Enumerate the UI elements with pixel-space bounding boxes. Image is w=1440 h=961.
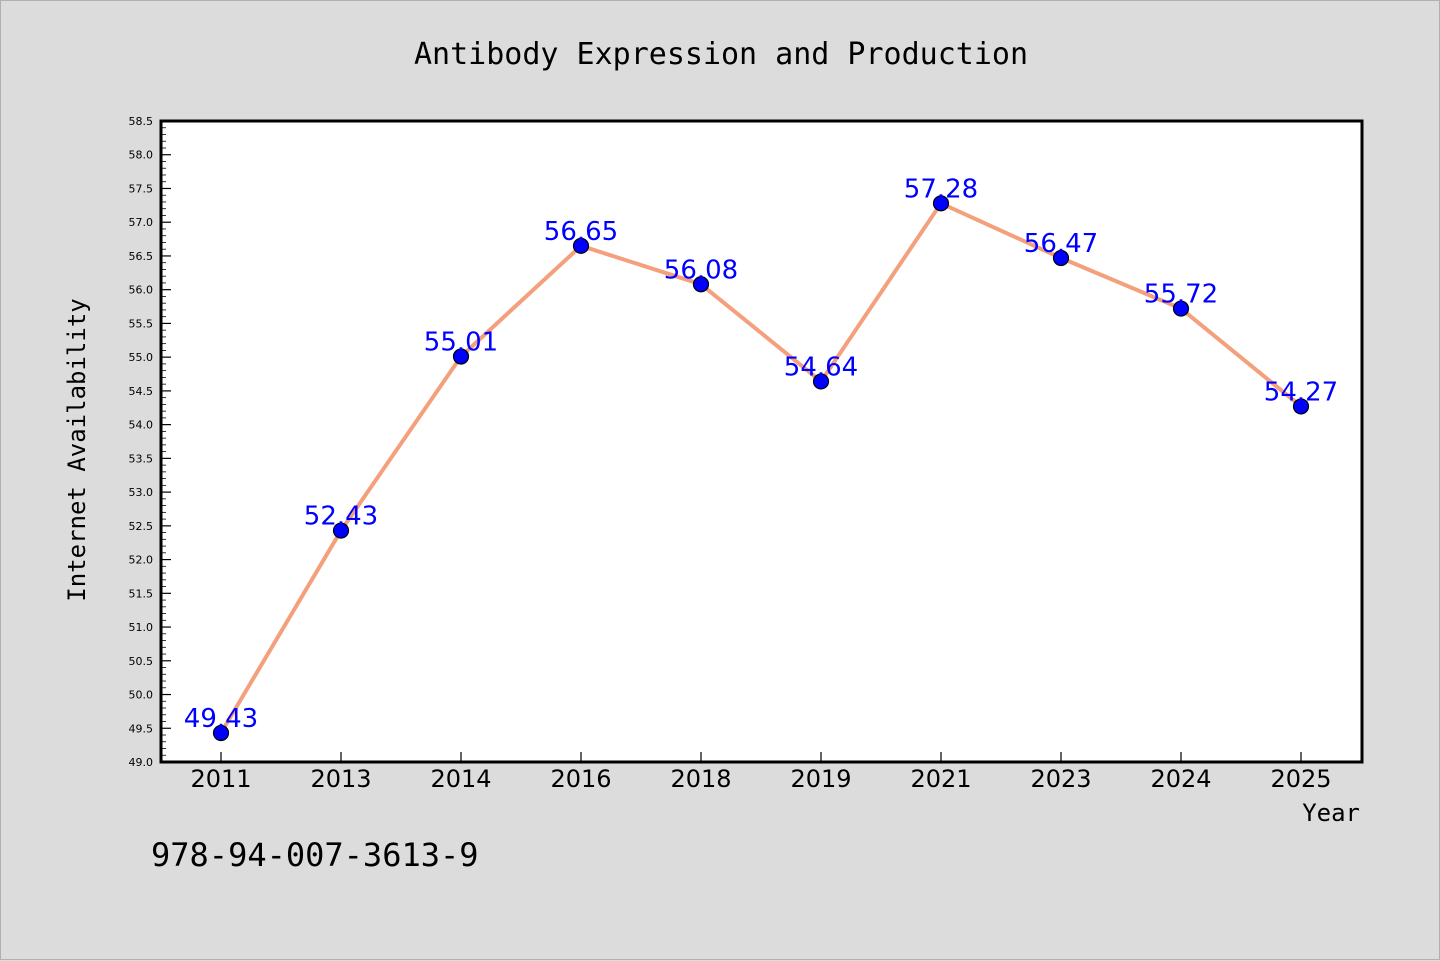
data-label: 55.72 <box>1144 280 1218 310</box>
y-tick-label: 50.5 <box>129 655 154 668</box>
y-tick-label: 58.0 <box>129 149 154 162</box>
x-tick-label: 2019 <box>790 765 851 793</box>
y-tick-label: 52.0 <box>129 554 154 567</box>
x-axis-ticks: 2011 2013 2014 2016 2018 2019 2021 2023 2024 2025 <box>190 752 1332 793</box>
y-tick-label: 52.5 <box>129 520 154 533</box>
y-axis-ticks: 49.0 49.5 50.0 50.5 51.0 51.5 52.0 52.5 53.0 53.5… <box>129 115 171 769</box>
y-tick-label: 51.0 <box>129 621 154 634</box>
data-label: 57.28 <box>904 174 978 204</box>
data-point <box>332 522 350 539</box>
series-line <box>219 201 1303 735</box>
data-label: 49.43 <box>184 704 258 734</box>
y-tick-label: 54.5 <box>129 385 154 398</box>
y-tick-label: 56.5 <box>129 250 154 263</box>
data-point <box>1292 398 1310 415</box>
y-tick-label: 57.5 <box>129 182 154 195</box>
data-point <box>812 373 830 390</box>
data-label: 52.43 <box>304 502 378 532</box>
x-tick-label: 2021 <box>910 765 971 793</box>
data-point <box>1052 249 1070 267</box>
x-tick-label: 2013 <box>310 765 371 793</box>
series-markers <box>212 195 1310 742</box>
x-tick-label: 2018 <box>670 765 731 793</box>
y-minor-ticks <box>161 127 166 756</box>
data-point <box>452 348 470 365</box>
data-label: 56.08 <box>664 255 738 285</box>
y-tick-label: 51.5 <box>129 587 154 600</box>
data-point <box>212 724 230 742</box>
data-label: 54.64 <box>784 352 858 382</box>
y-tick-label: 58.5 <box>129 115 154 128</box>
data-labels: 49.43 52.43 55.01 56.65 56.08 54.64 57.28 56.47… <box>184 174 1338 734</box>
plot-area <box>159 119 1364 764</box>
series-line-group <box>219 201 1303 735</box>
chart-title: Antibody Expression and Production <box>414 37 1028 72</box>
y-tick-label: 49.5 <box>129 722 154 735</box>
data-label: 55.01 <box>424 327 498 357</box>
isbn-text: 978-94-007-3613-9 <box>151 836 479 874</box>
y-tick-label: 55.0 <box>129 351 154 364</box>
x-tick-label: 2014 <box>430 765 491 793</box>
data-point <box>692 276 710 293</box>
data-label: 56.47 <box>1024 229 1098 259</box>
x-tick-label: 2024 <box>1150 765 1211 793</box>
data-point <box>572 237 590 254</box>
y-tick-label: 50.0 <box>129 689 154 702</box>
y-tick-label: 53.5 <box>129 452 154 465</box>
x-tick-label: 2016 <box>550 765 611 793</box>
x-axis-label: Year <box>1302 799 1360 827</box>
data-label: 56.65 <box>544 217 618 247</box>
y-tick-label: 54.0 <box>129 419 154 432</box>
y-tick-label: 53.0 <box>129 486 154 499</box>
data-point <box>1172 300 1190 317</box>
x-tick-label: 2023 <box>1030 765 1091 793</box>
x-tick-label: 2011 <box>190 765 251 793</box>
y-tick-label: 57.0 <box>129 216 154 229</box>
data-label: 54.27 <box>1264 377 1338 407</box>
y-axis-label: Internet Availability <box>63 298 91 601</box>
x-tick-label: 2025 <box>1270 765 1331 793</box>
data-point <box>932 195 950 212</box>
y-tick-label: 56.0 <box>129 284 154 297</box>
y-tick-label: 55.5 <box>129 317 154 330</box>
y-tick-label: 49.0 <box>129 756 154 769</box>
